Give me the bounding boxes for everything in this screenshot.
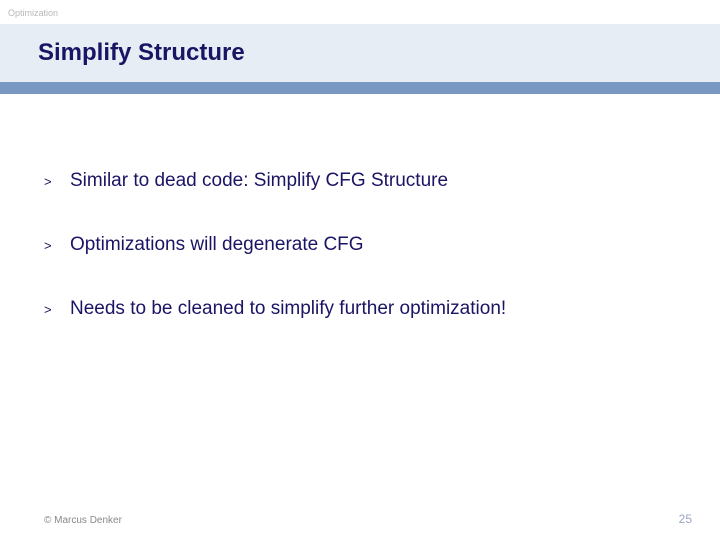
bullet-item: > Similar to dead code: Simplify CFG Str… bbox=[44, 170, 676, 192]
title-band: Simplify Structure bbox=[0, 24, 720, 82]
bullet-item: > Optimizations will degenerate CFG bbox=[44, 234, 676, 256]
bullet-text: Optimizations will degenerate CFG bbox=[70, 234, 364, 256]
page-number: 25 bbox=[679, 512, 692, 526]
section-label: Optimization bbox=[8, 8, 58, 18]
bullet-marker: > bbox=[44, 302, 70, 317]
bullet-marker: > bbox=[44, 238, 70, 253]
bullet-text: Similar to dead code: Simplify CFG Struc… bbox=[70, 170, 448, 192]
bullet-item: > Needs to be cleaned to simplify furthe… bbox=[44, 298, 676, 320]
copyright-text: © Marcus Denker bbox=[44, 515, 122, 526]
slide-title: Simplify Structure bbox=[38, 39, 245, 67]
content-area: > Similar to dead code: Simplify CFG Str… bbox=[44, 170, 676, 362]
bullet-text: Needs to be cleaned to simplify further … bbox=[70, 298, 506, 320]
accent-bar bbox=[0, 82, 720, 94]
bullet-marker: > bbox=[44, 174, 70, 189]
